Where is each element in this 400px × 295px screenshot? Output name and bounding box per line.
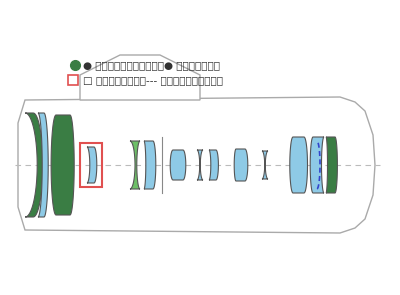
- Polygon shape: [262, 151, 268, 179]
- Polygon shape: [80, 55, 200, 100]
- Polygon shape: [25, 113, 43, 217]
- Polygon shape: [130, 141, 140, 189]
- Polygon shape: [51, 115, 74, 215]
- Polygon shape: [18, 97, 375, 233]
- Polygon shape: [209, 150, 218, 180]
- Polygon shape: [144, 141, 156, 189]
- Polygon shape: [310, 137, 324, 193]
- Polygon shape: [87, 147, 97, 183]
- Text: □ はＩＳユニット、--- はＡＳＣを表します。: □ はＩＳユニット、--- はＡＳＣを表します。: [83, 75, 223, 85]
- Text: ● はスーパーＵＤレンズ、● はＵＤレンズ、: ● はスーパーＵＤレンズ、● はＵＤレンズ、: [83, 60, 220, 70]
- Polygon shape: [290, 137, 308, 193]
- Polygon shape: [234, 149, 248, 181]
- Polygon shape: [170, 150, 186, 180]
- Polygon shape: [326, 137, 337, 193]
- Polygon shape: [197, 150, 203, 180]
- Polygon shape: [38, 113, 48, 217]
